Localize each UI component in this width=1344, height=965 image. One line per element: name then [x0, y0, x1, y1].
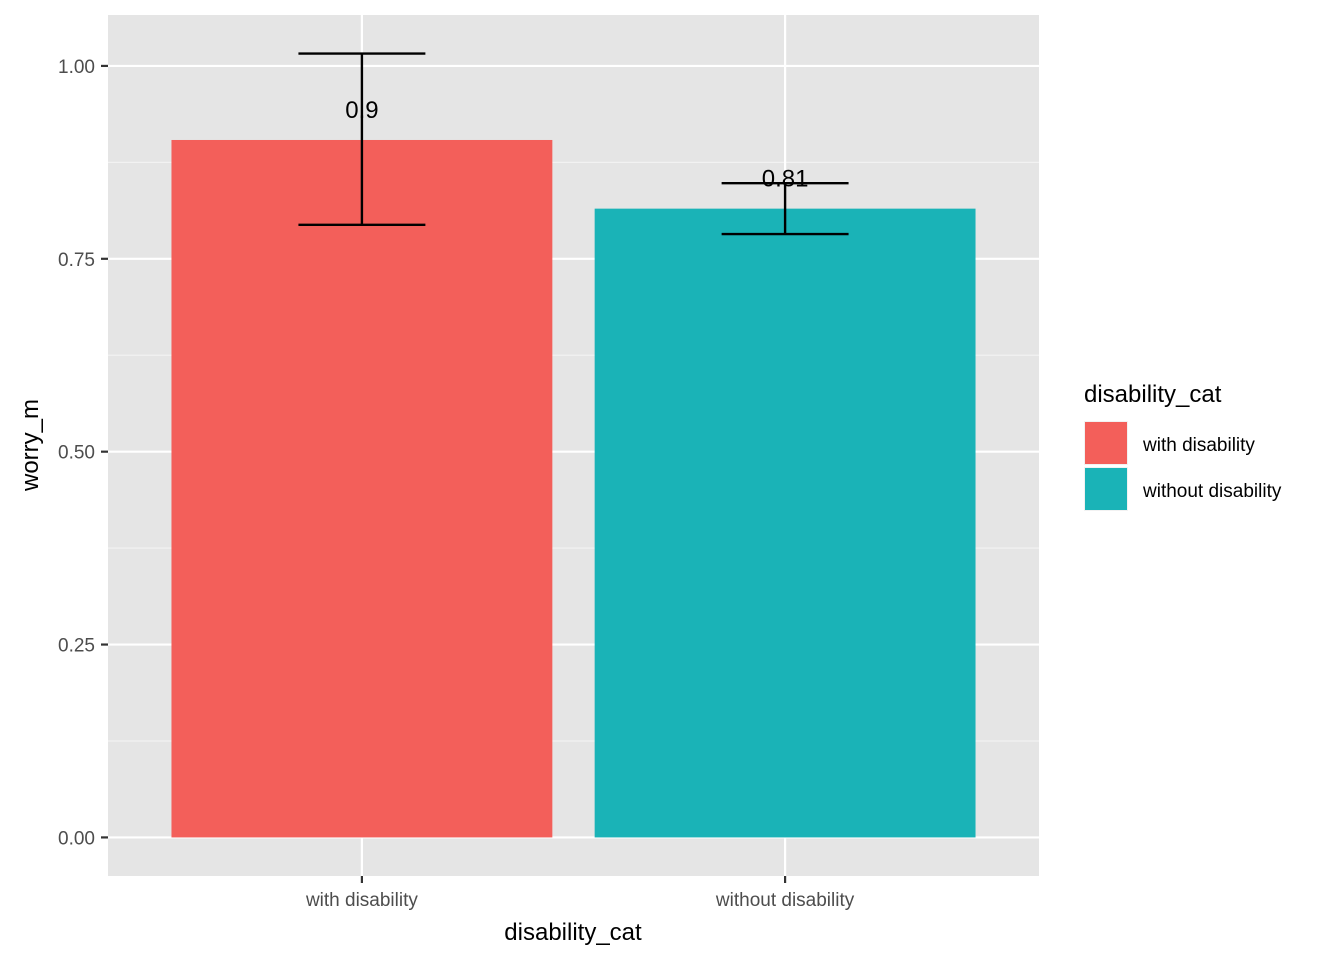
- y-axis: 0.00 0.25 0.50 0.75 1.00: [58, 57, 108, 849]
- x-axis: with disability without disability: [305, 876, 855, 911]
- y-tick-label: 0.75: [58, 250, 95, 271]
- y-axis-title: worry_m: [17, 399, 44, 492]
- bar: [594, 208, 976, 838]
- bars: [171, 139, 976, 838]
- legend-label: with disability: [1142, 435, 1255, 456]
- y-tick-label: 0.50: [58, 443, 95, 464]
- legend-items: with disability without disability: [1084, 421, 1282, 511]
- bar: [171, 139, 553, 838]
- legend-title: disability_cat: [1084, 381, 1222, 408]
- legend-key-swatch: [1085, 422, 1127, 464]
- y-tick-label: 0.25: [58, 636, 95, 657]
- data-label: 0.9: [345, 97, 378, 124]
- y-tick-label: 1.00: [58, 57, 95, 78]
- legend-label: without disability: [1142, 481, 1282, 502]
- x-tick-label: with disability: [305, 890, 418, 911]
- x-axis-title: disability_cat: [504, 919, 642, 946]
- legend: disability_cat with disability without di…: [1084, 381, 1282, 511]
- error-bars: [298, 52, 849, 236]
- data-label: 0.81: [762, 166, 809, 193]
- data-labels: 0.9 0.81: [345, 97, 808, 193]
- legend-key-swatch: [1085, 468, 1127, 510]
- x-tick-label: without disability: [715, 890, 855, 911]
- y-tick-label: 0.00: [58, 828, 95, 849]
